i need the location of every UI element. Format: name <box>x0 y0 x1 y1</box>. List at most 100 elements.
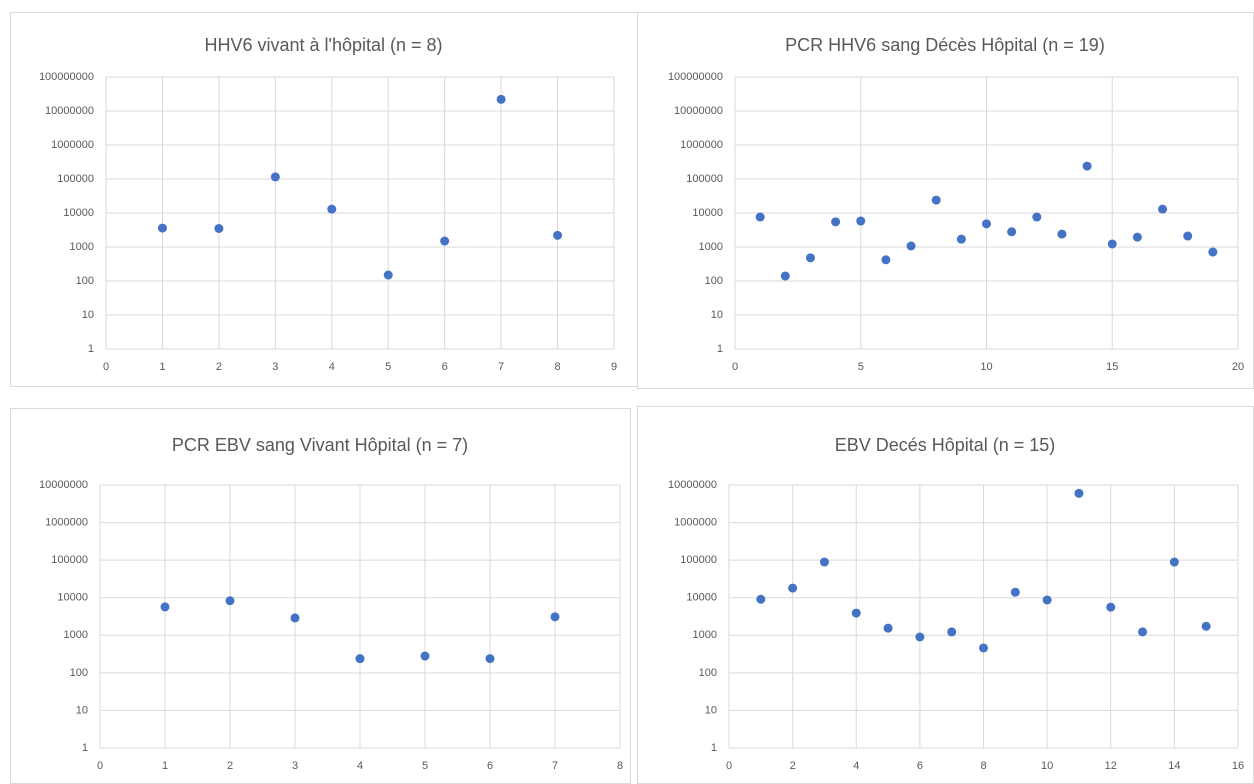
y-tick-label: 1000 <box>693 629 717 641</box>
y-tick-label: 10000000 <box>45 105 94 117</box>
y-tick-label: 1 <box>82 742 88 754</box>
y-tick-label: 100000 <box>680 554 717 566</box>
x-tick-label: 1 <box>162 760 168 772</box>
y-tick-label: 10000 <box>57 592 88 604</box>
data-point <box>947 627 957 637</box>
x-tick-label: 3 <box>272 361 278 373</box>
x-tick-label: 6 <box>917 760 923 772</box>
y-tick-label: 1000000 <box>680 139 723 151</box>
x-tick-label: 9 <box>611 361 617 373</box>
x-tick-label: 12 <box>1105 760 1117 772</box>
data-point <box>1169 557 1179 567</box>
y-tick-label: 10000000 <box>668 479 717 491</box>
data-point <box>883 623 893 633</box>
data-point <box>788 583 798 593</box>
y-tick-label: 1 <box>717 343 723 355</box>
data-point <box>225 596 235 606</box>
chart-title: HHV6 vivant à l'hôpital (n = 8) <box>204 35 442 55</box>
data-point <box>420 651 430 661</box>
x-tick-label: 5 <box>422 760 428 772</box>
data-point <box>1201 621 1211 631</box>
data-point <box>931 195 941 205</box>
y-tick-label: 10000 <box>63 207 94 219</box>
x-tick-label: 20 <box>1232 361 1244 373</box>
data-point <box>1074 488 1084 498</box>
data-point <box>1158 204 1168 214</box>
data-point <box>1042 595 1052 605</box>
data-point <box>1138 627 1148 637</box>
x-tick-label: 2 <box>227 760 233 772</box>
x-tick-label: 5 <box>858 361 864 373</box>
x-tick-label: 16 <box>1232 760 1244 772</box>
x-tick-label: 1 <box>159 361 165 373</box>
data-point <box>440 236 450 246</box>
data-point <box>982 219 991 229</box>
y-tick-label: 10000 <box>692 207 723 219</box>
chart-panel <box>637 406 1254 784</box>
x-tick-label: 7 <box>552 760 558 772</box>
x-tick-label: 10 <box>1041 760 1053 772</box>
x-tick-label: 0 <box>103 361 109 373</box>
chart-panel <box>10 408 631 784</box>
data-point <box>290 613 300 623</box>
x-tick-label: 8 <box>980 760 986 772</box>
chart-panel <box>637 12 1254 389</box>
data-point <box>805 253 815 263</box>
y-tick-label: 100 <box>699 667 717 679</box>
data-point <box>1208 247 1218 257</box>
data-point <box>956 234 966 244</box>
data-point <box>1032 212 1042 222</box>
y-tick-label: 10000 <box>686 592 717 604</box>
data-point <box>160 602 170 612</box>
x-tick-label: 4 <box>853 760 859 772</box>
x-tick-label: 6 <box>442 361 448 373</box>
y-tick-label: 1000 <box>70 241 94 253</box>
data-point <box>270 172 280 182</box>
x-tick-label: 14 <box>1168 760 1180 772</box>
y-tick-label: 10 <box>76 704 88 716</box>
data-point <box>819 557 829 567</box>
data-point <box>1132 232 1142 242</box>
y-tick-label: 100 <box>76 275 94 287</box>
y-tick-label: 10 <box>82 309 94 321</box>
data-point <box>553 230 563 240</box>
data-point <box>1107 239 1117 249</box>
y-tick-label: 100 <box>705 275 723 287</box>
x-tick-label: 5 <box>385 361 391 373</box>
x-tick-label: 10 <box>980 361 992 373</box>
y-tick-label: 1000 <box>699 241 723 253</box>
y-tick-label: 10000000 <box>674 105 723 117</box>
x-tick-label: 7 <box>498 361 504 373</box>
chart-title: PCR EBV sang Vivant Hôpital (n = 7) <box>172 435 468 455</box>
y-tick-label: 1 <box>88 343 94 355</box>
x-tick-label: 4 <box>329 361 335 373</box>
chart-panel <box>10 12 638 387</box>
x-tick-label: 15 <box>1106 361 1118 373</box>
x-tick-label: 0 <box>726 760 732 772</box>
data-point <box>831 217 841 227</box>
x-tick-label: 4 <box>357 760 363 772</box>
y-tick-label: 1000 <box>64 629 88 641</box>
y-tick-label: 1000000 <box>674 516 717 528</box>
x-tick-label: 3 <box>292 760 298 772</box>
data-point <box>856 216 866 226</box>
x-tick-label: 8 <box>617 760 623 772</box>
data-point <box>906 241 916 251</box>
data-point <box>1082 161 1092 171</box>
x-tick-label: 8 <box>554 361 560 373</box>
y-tick-label: 100000000 <box>668 71 723 83</box>
data-point <box>756 594 766 604</box>
y-tick-label: 100000 <box>51 554 88 566</box>
x-tick-label: 2 <box>216 361 222 373</box>
y-tick-label: 100000 <box>57 173 94 185</box>
y-tick-label: 100 <box>70 667 88 679</box>
data-point <box>1057 229 1067 239</box>
data-point <box>355 654 365 664</box>
data-point <box>780 271 790 281</box>
y-tick-label: 10 <box>705 704 717 716</box>
x-tick-label: 0 <box>732 361 738 373</box>
chart-title: EBV Decés Hôpital (n = 15) <box>835 435 1056 455</box>
data-point <box>383 270 393 280</box>
